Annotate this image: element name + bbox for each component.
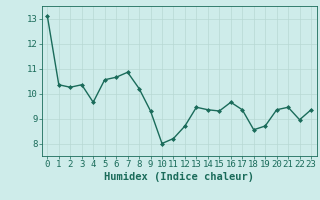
X-axis label: Humidex (Indice chaleur): Humidex (Indice chaleur): [104, 172, 254, 182]
